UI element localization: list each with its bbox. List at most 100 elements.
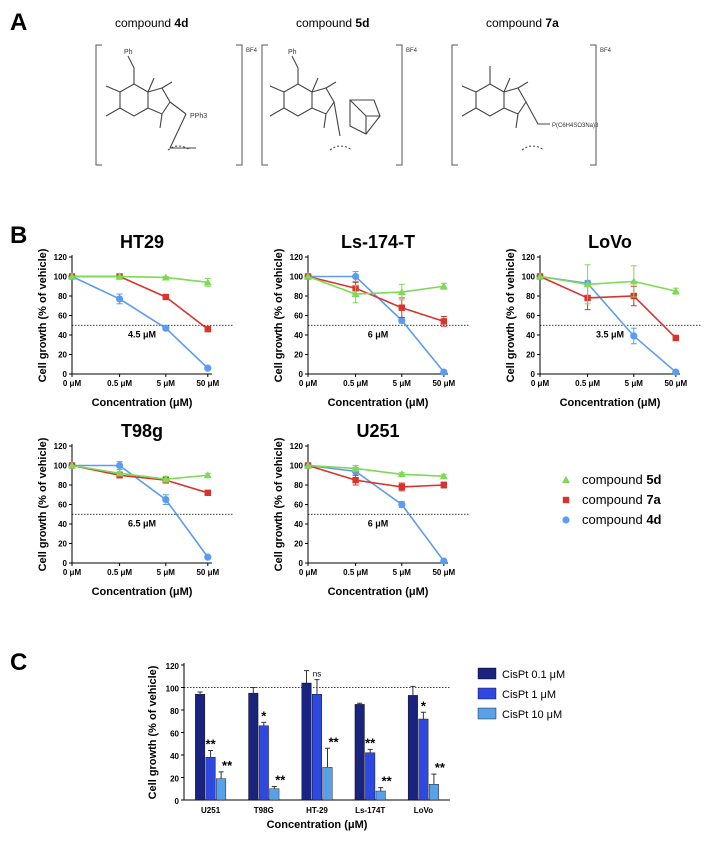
data-point [439, 282, 448, 290]
data-point [304, 461, 312, 469]
legend-label: compound 5d [582, 472, 662, 487]
bar [195, 694, 206, 801]
y-tick-label: 80 [170, 707, 179, 716]
legend-prefix: compound [582, 512, 646, 527]
significance-mark: ** [222, 758, 233, 773]
chart-title: Ls-174-T [341, 232, 415, 252]
data-point [68, 272, 76, 280]
x-tick-label: 5 μM [625, 379, 644, 388]
ns-label: ns [313, 670, 321, 679]
data-point [397, 288, 406, 296]
ic50-label: 3.5 μM [596, 329, 624, 339]
bar [418, 718, 429, 801]
x-tick-label: 5 μM [157, 568, 176, 577]
data-point [204, 364, 212, 372]
y-tick-label: 0 [63, 559, 68, 568]
data-point [397, 470, 406, 478]
y-axis-label: Cell growth (% of vehicle) [37, 248, 49, 382]
x-axis-label: Concentration (μM) [328, 586, 429, 598]
y-tick-label: 100 [54, 462, 68, 471]
series-line [71, 275, 209, 369]
x-tick-label: 0 μM [63, 379, 82, 388]
data-point [398, 304, 405, 311]
x-axis-label: Concentration (μM) [328, 397, 429, 409]
x-tick-label: U251 [201, 806, 221, 815]
data-point [162, 293, 169, 301]
x-tick-label: 0.5 μM [575, 379, 600, 388]
legend-swatch [477, 707, 497, 720]
compound-4d-label: compound 4d [115, 16, 188, 30]
series-line [307, 275, 445, 323]
bar [428, 784, 439, 801]
series-line [539, 275, 677, 339]
y-tick-label: 60 [58, 312, 67, 321]
y-tick-label: 80 [294, 292, 303, 301]
bar [312, 694, 322, 801]
legend-id: 4d [646, 512, 661, 527]
legend-label: compound 7a [582, 492, 662, 507]
compound-5d-structure: compound 5d BF4 Ph [261, 16, 418, 166]
y-tick-label: 80 [58, 481, 67, 490]
x-tick-label: 0.5 μM [107, 379, 132, 388]
x-tick-label: 0.5 μM [107, 568, 132, 577]
data-point [162, 496, 170, 504]
x-tick-label: 50 μM [664, 379, 687, 388]
data-point [351, 464, 360, 472]
y-tick-label: 0 [531, 370, 536, 379]
y-tick-label: 40 [294, 331, 303, 340]
legend-id: 7a [646, 492, 661, 507]
x-axis-label: Concentration (μM) [267, 819, 368, 831]
data-point [440, 368, 448, 376]
y-tick-label: 120 [166, 662, 180, 671]
x-tick-label: 50 μM [432, 379, 455, 388]
y-tick-label: 120 [522, 253, 536, 262]
x-tick-label: 50 μM [196, 379, 219, 388]
legend-swatch [477, 667, 497, 680]
legend-prefix: compound [582, 492, 646, 507]
data-point [204, 325, 211, 333]
x-axis-label: Concentration (μM) [92, 586, 193, 598]
compound-4d-structure: compound 4d BF4 Ph PPh3 [95, 16, 258, 166]
series-line [539, 275, 676, 292]
data-point [352, 272, 360, 281]
bar [258, 725, 269, 801]
compound-5d-counterion: BF4 [406, 48, 418, 54]
compound-4d-ph: Ph [124, 49, 133, 56]
y-axis-label: Cell growth (% of vehicle) [273, 248, 285, 382]
legend-prefix: compound [582, 472, 646, 487]
significance-mark: ** [382, 774, 393, 789]
legend-marker [562, 496, 570, 504]
data-point [162, 324, 170, 332]
y-tick-label: 80 [526, 292, 535, 301]
y-axis-label: Cell growth (% of vehicle) [147, 665, 159, 799]
data-point [583, 280, 592, 288]
x-tick-label: 5 μM [157, 379, 176, 388]
bar [322, 767, 333, 801]
data-point [398, 316, 406, 324]
data-point [398, 483, 405, 491]
y-axis-label: Cell growth (% of vehicle) [505, 248, 517, 382]
y-tick-label: 60 [294, 312, 303, 321]
bar [407, 695, 418, 801]
x-tick-label: 0 μM [299, 379, 318, 388]
data-point [440, 318, 447, 325]
y-axis-label: Cell growth (% of vehicle) [37, 437, 49, 571]
data-point [304, 272, 312, 280]
significance-mark: * [261, 708, 267, 723]
chart-title: U251 [356, 421, 399, 441]
data-point [203, 278, 212, 286]
chart-title: LoVo [588, 232, 632, 252]
data-point [116, 461, 124, 470]
y-tick-label: 0 [299, 559, 304, 568]
data-point [352, 476, 359, 484]
significance-mark: * [421, 698, 427, 713]
x-tick-label: 0 μM [63, 568, 82, 577]
y-tick-label: 100 [290, 273, 304, 282]
data-point [204, 553, 212, 561]
series-line [72, 275, 208, 284]
y-tick-label: 100 [522, 273, 536, 282]
y-tick-label: 20 [294, 540, 303, 549]
line-chart-1: Ls-174-T 0 20 40 60 80 100 120 0 μM 0.5 μM 5 μM 50 … [273, 232, 470, 409]
